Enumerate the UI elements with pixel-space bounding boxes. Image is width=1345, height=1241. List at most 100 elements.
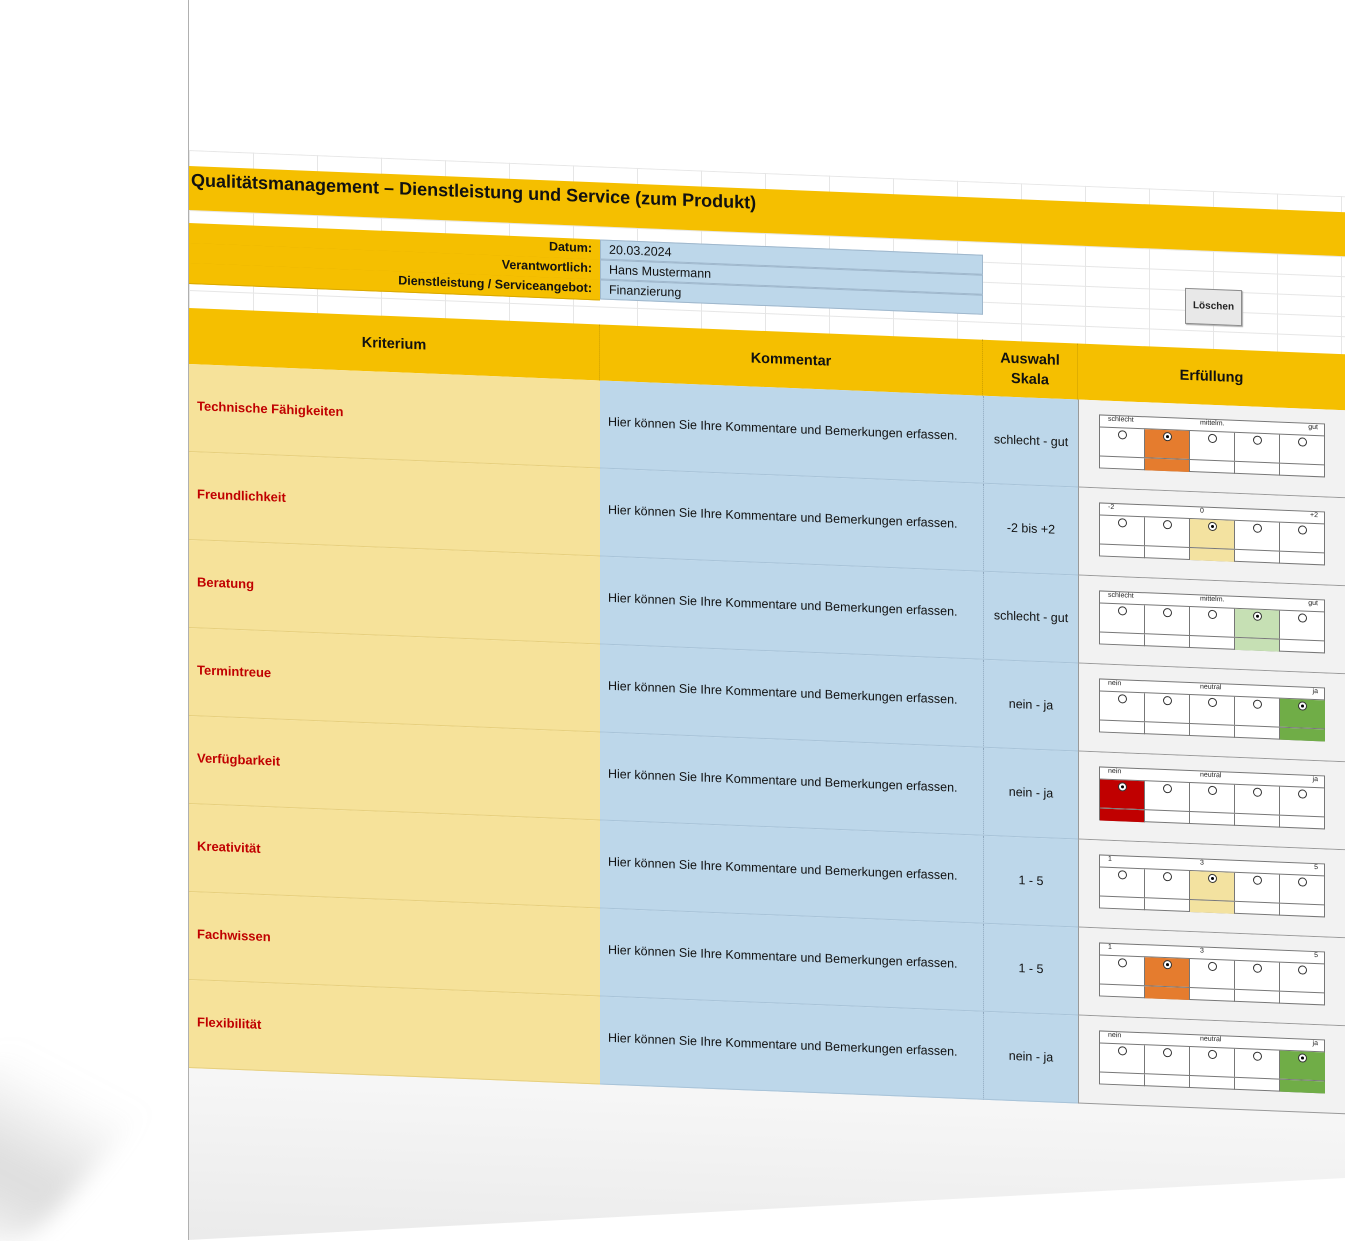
- rating-color-cell: [1190, 988, 1235, 1002]
- radio-button[interactable]: [1253, 611, 1262, 621]
- rating-option[interactable]: [1100, 603, 1145, 634]
- radio-button[interactable]: [1208, 961, 1217, 972]
- radio-button[interactable]: [1118, 1046, 1127, 1056]
- radio-button[interactable]: [1298, 525, 1307, 535]
- radio-button[interactable]: [1118, 606, 1127, 616]
- rating-option[interactable]: [1145, 781, 1190, 812]
- radio-button[interactable]: [1298, 1053, 1307, 1063]
- kommentar-cell[interactable]: Hier können Sie Ihre Kommentare und Beme…: [600, 380, 983, 484]
- rating-option[interactable]: [1235, 872, 1280, 903]
- radio-button[interactable]: [1208, 873, 1217, 884]
- rating-option[interactable]: [1145, 605, 1190, 636]
- rating-option[interactable]: [1235, 608, 1280, 639]
- kommentar-cell[interactable]: Hier können Sie Ihre Kommentare und Beme…: [600, 732, 983, 836]
- rating-option[interactable]: [1190, 783, 1235, 813]
- radio-button[interactable]: [1208, 609, 1217, 620]
- rating-option[interactable]: [1190, 959, 1235, 989]
- rating-option[interactable]: [1190, 607, 1235, 637]
- rating-option[interactable]: [1100, 955, 1145, 986]
- kriterium-label: Termintreue: [197, 662, 272, 681]
- rating-option[interactable]: [1235, 1048, 1280, 1079]
- rating-option[interactable]: [1280, 523, 1325, 553]
- radio-button[interactable]: [1118, 782, 1127, 792]
- rating-option[interactable]: [1280, 875, 1325, 905]
- loeschen-button[interactable]: Löschen: [1185, 287, 1242, 327]
- rating-option[interactable]: [1190, 695, 1235, 725]
- skala-cell[interactable]: schlecht - gut: [983, 395, 1078, 488]
- skala-cell[interactable]: -2 bis +2: [983, 483, 1078, 576]
- rating-option[interactable]: [1100, 1043, 1145, 1074]
- rating-option[interactable]: [1280, 698, 1325, 729]
- rating-option[interactable]: [1280, 787, 1325, 817]
- kommentar-cell[interactable]: Hier können Sie Ihre Kommentare und Beme…: [600, 644, 983, 748]
- rating-option[interactable]: [1100, 515, 1145, 546]
- radio-button[interactable]: [1163, 695, 1172, 706]
- kommentar-cell[interactable]: Hier können Sie Ihre Kommentare und Beme…: [600, 820, 983, 924]
- rating-option[interactable]: [1235, 520, 1280, 551]
- skala-text: -2 bis +2: [1006, 520, 1056, 537]
- radio-button[interactable]: [1118, 870, 1127, 880]
- radio-button[interactable]: [1253, 875, 1262, 885]
- radio-button[interactable]: [1253, 1051, 1262, 1061]
- kommentar-cell[interactable]: Hier können Sie Ihre Kommentare und Beme…: [600, 908, 983, 1012]
- radio-button[interactable]: [1163, 607, 1172, 618]
- radio-button[interactable]: [1208, 697, 1217, 708]
- radio-button[interactable]: [1253, 963, 1262, 973]
- radio-button[interactable]: [1163, 519, 1172, 530]
- radio-button[interactable]: [1298, 877, 1307, 887]
- skala-cell[interactable]: 1 - 5: [983, 923, 1078, 1016]
- radio-button[interactable]: [1253, 435, 1262, 445]
- rating-option[interactable]: [1100, 427, 1145, 458]
- radio-button[interactable]: [1298, 965, 1307, 975]
- radio-button[interactable]: [1298, 789, 1307, 799]
- skala-cell[interactable]: schlecht - gut: [983, 571, 1078, 664]
- rating-option[interactable]: [1145, 693, 1190, 724]
- radio-button[interactable]: [1163, 431, 1172, 442]
- rating-option[interactable]: [1145, 517, 1190, 548]
- rating-option[interactable]: [1280, 1050, 1325, 1081]
- skala-cell[interactable]: 1 - 5: [983, 835, 1078, 928]
- rating-option[interactable]: [1235, 960, 1280, 991]
- kommentar-cell[interactable]: Hier können Sie Ihre Kommentare und Beme…: [600, 996, 983, 1100]
- radio-button[interactable]: [1208, 433, 1217, 444]
- radio-button[interactable]: [1298, 613, 1307, 623]
- rating-option[interactable]: [1190, 871, 1235, 901]
- rating-option[interactable]: [1145, 957, 1190, 988]
- radio-button[interactable]: [1208, 521, 1217, 532]
- radio-button[interactable]: [1118, 430, 1127, 440]
- radio-button[interactable]: [1298, 437, 1307, 447]
- radio-button[interactable]: [1118, 518, 1127, 528]
- radio-button[interactable]: [1163, 783, 1172, 794]
- rating-option[interactable]: [1235, 432, 1280, 463]
- radio-button[interactable]: [1253, 523, 1262, 533]
- rating-option[interactable]: [1280, 611, 1325, 641]
- rating-option[interactable]: [1235, 696, 1280, 727]
- rating-option[interactable]: [1235, 784, 1280, 815]
- radio-button[interactable]: [1208, 1049, 1217, 1060]
- rating-option[interactable]: [1190, 431, 1235, 461]
- rating-option[interactable]: [1145, 869, 1190, 900]
- radio-button[interactable]: [1118, 958, 1127, 968]
- rating-option[interactable]: [1190, 519, 1235, 549]
- radio-button[interactable]: [1118, 694, 1127, 704]
- skala-cell[interactable]: nein - ja: [983, 1011, 1078, 1104]
- rating-option[interactable]: [1280, 435, 1325, 465]
- kommentar-cell[interactable]: Hier können Sie Ihre Kommentare und Beme…: [600, 468, 983, 572]
- skala-cell[interactable]: nein - ja: [983, 747, 1078, 840]
- radio-button[interactable]: [1163, 959, 1172, 970]
- kommentar-cell[interactable]: Hier können Sie Ihre Kommentare und Beme…: [600, 556, 983, 660]
- radio-button[interactable]: [1163, 871, 1172, 882]
- rating-option[interactable]: [1190, 1047, 1235, 1077]
- radio-button[interactable]: [1253, 787, 1262, 797]
- rating-option[interactable]: [1280, 963, 1325, 993]
- rating-option[interactable]: [1100, 779, 1145, 810]
- radio-button[interactable]: [1163, 1047, 1172, 1058]
- rating-option[interactable]: [1100, 867, 1145, 898]
- radio-button[interactable]: [1298, 701, 1307, 711]
- radio-button[interactable]: [1208, 785, 1217, 796]
- rating-option[interactable]: [1145, 1045, 1190, 1076]
- rating-option[interactable]: [1100, 691, 1145, 722]
- radio-button[interactable]: [1253, 699, 1262, 709]
- skala-cell[interactable]: nein - ja: [983, 659, 1078, 752]
- rating-option[interactable]: [1145, 429, 1190, 460]
